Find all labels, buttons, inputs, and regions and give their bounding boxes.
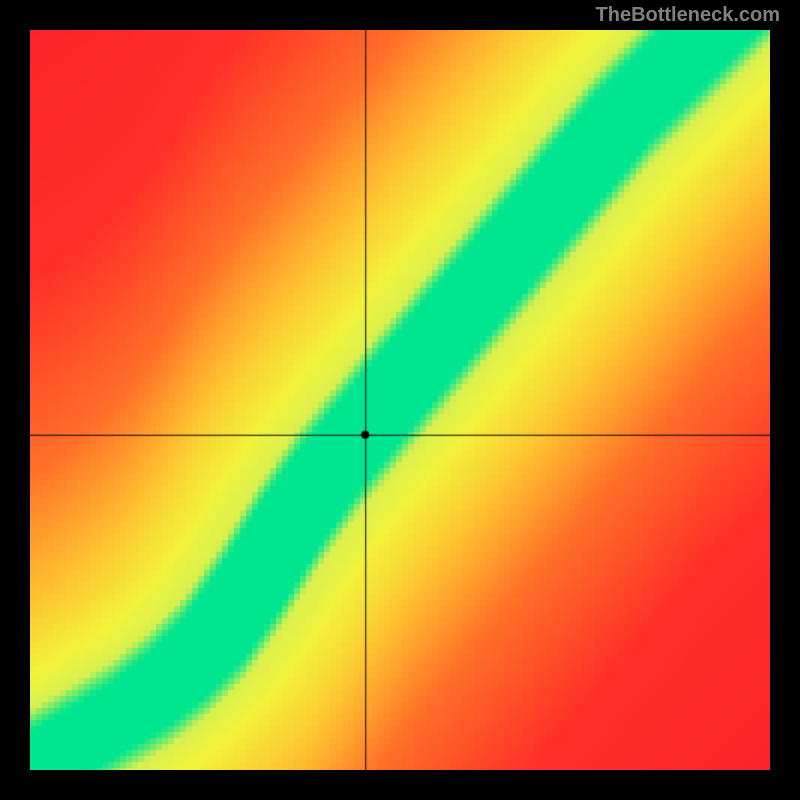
bottleneck-heatmap bbox=[30, 30, 770, 770]
watermark-text: TheBottleneck.com bbox=[596, 4, 780, 27]
